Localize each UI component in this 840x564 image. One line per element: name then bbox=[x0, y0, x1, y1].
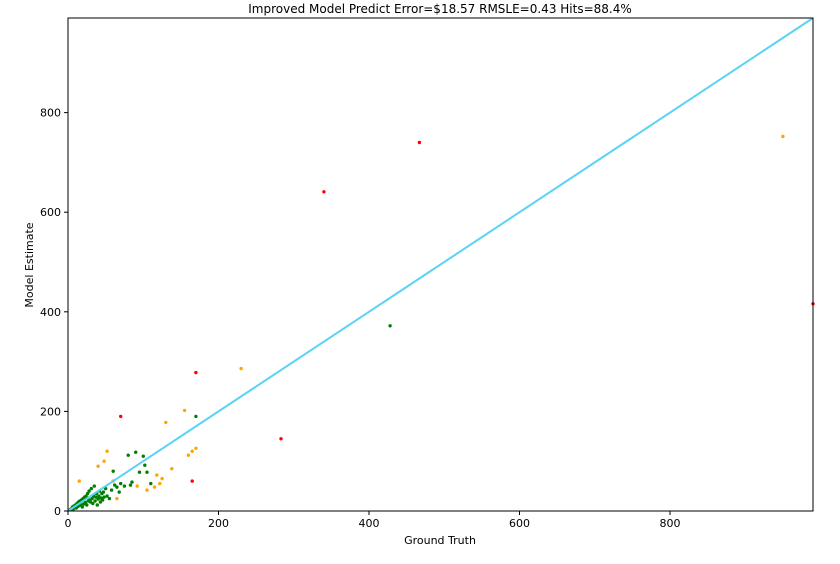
data-point-green bbox=[194, 414, 198, 419]
data-point-red bbox=[279, 437, 283, 441]
x-tick-label: 600 bbox=[509, 517, 530, 530]
y-tick-label: 400 bbox=[40, 306, 61, 319]
data-point-orange bbox=[152, 485, 157, 489]
data-point-orange bbox=[158, 481, 162, 486]
data-point-red bbox=[194, 370, 198, 375]
data-point-orange bbox=[155, 473, 159, 477]
y-tick-label: 600 bbox=[40, 206, 61, 219]
data-point-green bbox=[122, 484, 127, 488]
data-point-green bbox=[84, 494, 88, 498]
data-point-green bbox=[85, 503, 89, 507]
data-point-orange bbox=[160, 476, 164, 481]
data-point-green bbox=[128, 483, 133, 487]
data-point-green bbox=[109, 488, 114, 492]
data-point-orange bbox=[170, 467, 174, 471]
x-tick-label: 200 bbox=[208, 517, 229, 530]
x-tick-label: 400 bbox=[359, 517, 380, 530]
data-point-green bbox=[101, 490, 106, 494]
data-point-green bbox=[102, 495, 106, 499]
data-point-green bbox=[119, 481, 123, 486]
y-tick-label: 200 bbox=[40, 405, 61, 418]
data-point-green bbox=[95, 503, 100, 507]
data-point-green bbox=[96, 497, 100, 501]
data-point-orange bbox=[105, 449, 109, 453]
data-point-red bbox=[322, 190, 326, 194]
data-point-orange bbox=[239, 366, 243, 371]
data-point-green bbox=[85, 491, 90, 496]
data-point-green bbox=[97, 494, 101, 498]
data-point-orange bbox=[135, 484, 139, 488]
plot-frame bbox=[67, 17, 814, 512]
data-point-green bbox=[80, 505, 85, 509]
data-point-green bbox=[137, 470, 142, 474]
data-point-green bbox=[134, 450, 138, 454]
data-point-green bbox=[143, 463, 147, 467]
data-point-green bbox=[111, 469, 115, 473]
data-point-green bbox=[107, 496, 112, 501]
data-point-green bbox=[98, 500, 103, 504]
data-point-green bbox=[113, 483, 117, 487]
data-point-green bbox=[105, 494, 109, 498]
y-tick-label: 800 bbox=[40, 107, 61, 120]
data-point-orange bbox=[194, 446, 198, 450]
data-point-green bbox=[90, 496, 94, 501]
plot-area bbox=[67, 17, 815, 512]
data-point-orange bbox=[77, 479, 82, 483]
y-axis-label: Model Estimate bbox=[23, 222, 36, 307]
data-point-red bbox=[417, 140, 422, 145]
data-point-green bbox=[94, 495, 98, 499]
data-point-orange bbox=[182, 408, 187, 413]
data-point-green bbox=[83, 500, 88, 505]
reference-line bbox=[67, 17, 814, 512]
data-point-green bbox=[388, 324, 392, 328]
data-point-green bbox=[115, 485, 119, 489]
data-point-green bbox=[141, 454, 145, 458]
y-axis: 0 200 400 600 800 bbox=[40, 107, 68, 518]
data-point-green bbox=[145, 470, 149, 474]
data-point-green bbox=[93, 499, 97, 503]
x-axis-label: Ground Truth bbox=[404, 534, 476, 547]
x-tick-label: 800 bbox=[660, 517, 681, 530]
data-point-green bbox=[87, 489, 91, 493]
data-point-green bbox=[92, 484, 97, 488]
data-point-red bbox=[190, 479, 194, 483]
data-point-orange bbox=[781, 134, 785, 139]
data-point-green bbox=[130, 480, 134, 484]
chart-title: Improved Model Predict Error=$18.57 RMSL… bbox=[248, 2, 632, 16]
data-point-orange bbox=[145, 488, 149, 492]
data-point-red bbox=[119, 414, 123, 419]
y-tick-label: 0 bbox=[54, 505, 61, 518]
x-axis: 0 200 400 600 800 bbox=[65, 511, 681, 530]
data-point-green bbox=[100, 498, 105, 502]
data-point-orange bbox=[96, 464, 100, 468]
data-point-orange bbox=[164, 420, 168, 425]
data-point-green bbox=[91, 501, 95, 506]
data-point-orange bbox=[186, 453, 191, 457]
data-point-green bbox=[117, 490, 121, 494]
data-point-green bbox=[149, 481, 153, 486]
x-tick-label: 0 bbox=[65, 517, 72, 530]
data-point-orange bbox=[115, 496, 119, 501]
data-point-orange bbox=[190, 449, 194, 453]
data-point-green bbox=[126, 453, 130, 457]
data-point-orange bbox=[102, 459, 106, 463]
data-point-green bbox=[89, 486, 94, 491]
